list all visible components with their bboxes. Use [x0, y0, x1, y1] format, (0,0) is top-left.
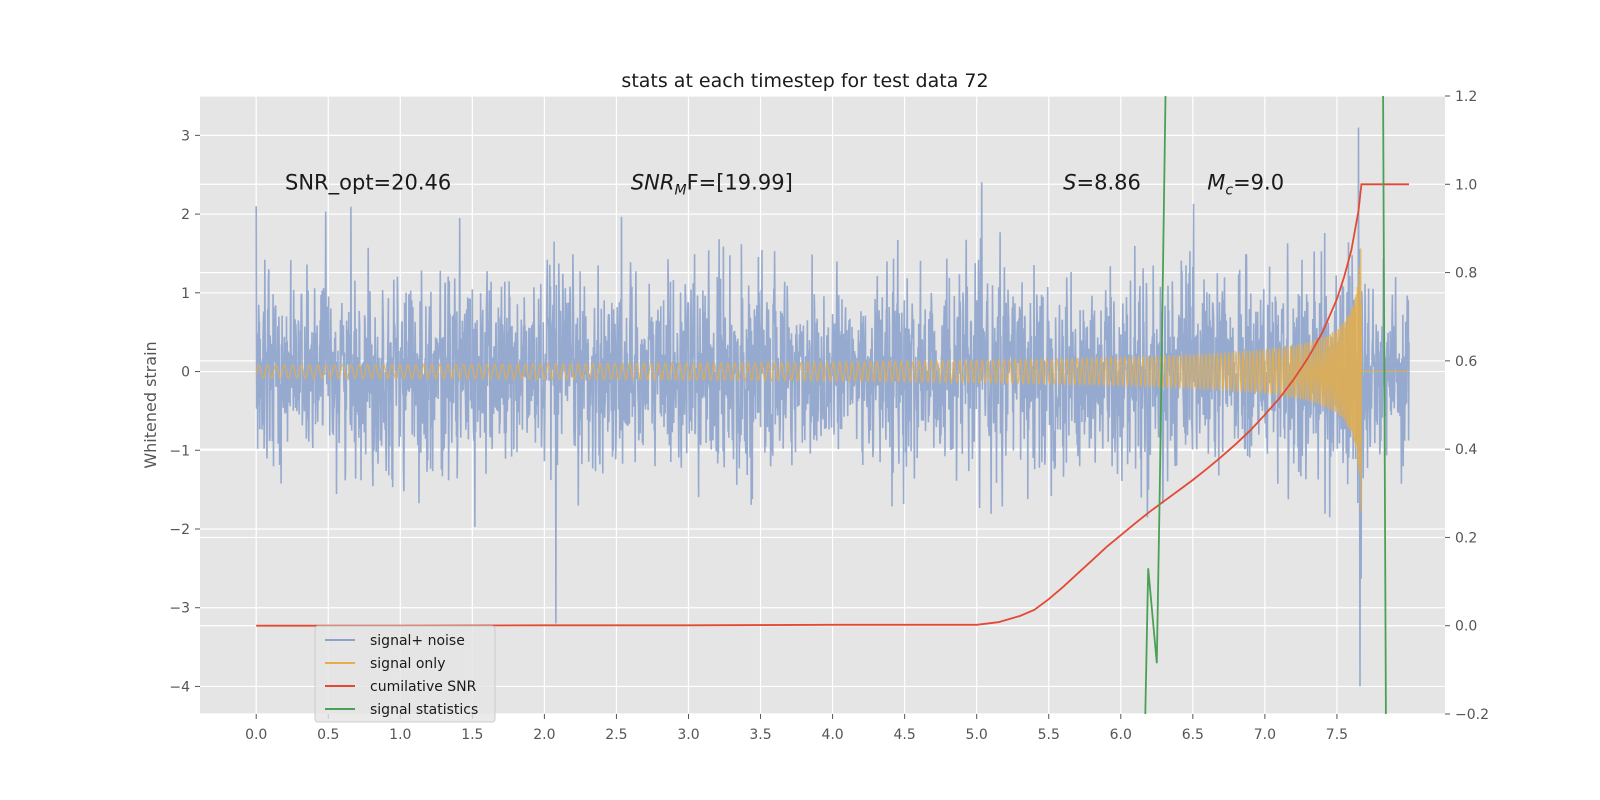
legend-box [314, 625, 496, 723]
legend-label-3: signal statistics [370, 702, 478, 718]
x-tick-label-12: 6.0 [1110, 727, 1132, 743]
y-tick-label-2: 1 [181, 286, 190, 302]
annotation-2: S=8.86 [1063, 171, 1141, 195]
chart-title: stats at each timestep for test data 72 [621, 70, 988, 92]
x-tick-label-6: 3.0 [677, 727, 699, 743]
y-tick-label-4: −1 [169, 443, 190, 459]
x-tick-label-14: 7.0 [1254, 727, 1276, 743]
x-tick-label-3: 1.5 [461, 727, 483, 743]
legend-label-1: signal only [370, 656, 445, 672]
y-tick-label-5: −2 [169, 522, 190, 538]
x-tick-label-10: 5.0 [966, 727, 988, 743]
series-cumulative-snr [256, 183, 1409, 627]
y-tick-label-1: 2 [181, 207, 190, 223]
annotation-3: Mc=9.0 [1207, 171, 1284, 199]
series-signal-only [255, 248, 1409, 512]
legend-label-2: cumilative SNR [370, 679, 477, 695]
x-axis-ticks: 0.0 0.5 1.0 1.5 2.0 2.5 3.0 3.5 4.0 4.5 5.0 5.5 6.0 6… [245, 714, 1348, 743]
y2-axis-ticks: 1.2 1.0 0.8 0.6 0.4 0.2 0.0 −0.2 [1445, 89, 1489, 723]
y2-tick-label-0: 1.2 [1455, 89, 1477, 105]
y2-tick-label-4: 0.4 [1455, 442, 1477, 458]
x-tick-label-5: 2.5 [605, 727, 627, 743]
x-tick-label-1: 0.5 [317, 727, 339, 743]
y2-tick-label-1: 1.0 [1455, 177, 1477, 193]
annotations: SNR_opt=20.46 SNRMF=[19.99] S=8.86 Mc=9.0 [285, 171, 1284, 199]
x-tick-label-15: 7.5 [1326, 727, 1348, 743]
y-tick-label-3: 0 [181, 365, 190, 381]
y2-tick-label-6: 0.0 [1455, 619, 1477, 635]
x-tick-label-4: 2.0 [533, 727, 555, 743]
x-tick-label-13: 6.5 [1182, 727, 1204, 743]
x-tick-label-8: 4.0 [821, 727, 843, 743]
y-tick-label-7: −4 [169, 679, 190, 695]
y2-tick-label-3: 0.6 [1455, 354, 1477, 370]
x-tick-label-11: 5.5 [1038, 727, 1060, 743]
x-tick-label-7: 3.5 [749, 727, 771, 743]
y-tick-label-0: 3 [181, 128, 190, 144]
y2-tick-label-2: 0.8 [1455, 266, 1477, 282]
x-tick-label-0: 0.0 [245, 727, 267, 743]
x-tick-label-9: 4.5 [894, 727, 916, 743]
y-axis-ticks: 3 2 1 0 −1 −2 −3 −4 [169, 128, 200, 695]
series-signal-statistics [1144, 96, 1387, 714]
y-tick-label-6: −3 [169, 601, 190, 617]
annotation-0: SNR_opt=20.46 [285, 171, 451, 196]
x-tick-label-2: 1.0 [389, 727, 411, 743]
y-axis-label: Whitened strain [141, 341, 160, 468]
legend-label-0: signal+ noise [370, 633, 465, 649]
y2-tick-label-7: −0.2 [1455, 707, 1489, 723]
annotation-1: SNRMF=[19.99] [631, 171, 793, 199]
y2-tick-label-5: 0.2 [1455, 530, 1477, 546]
legend: signal+ noise signal only cumilative SNR si… [314, 625, 496, 723]
